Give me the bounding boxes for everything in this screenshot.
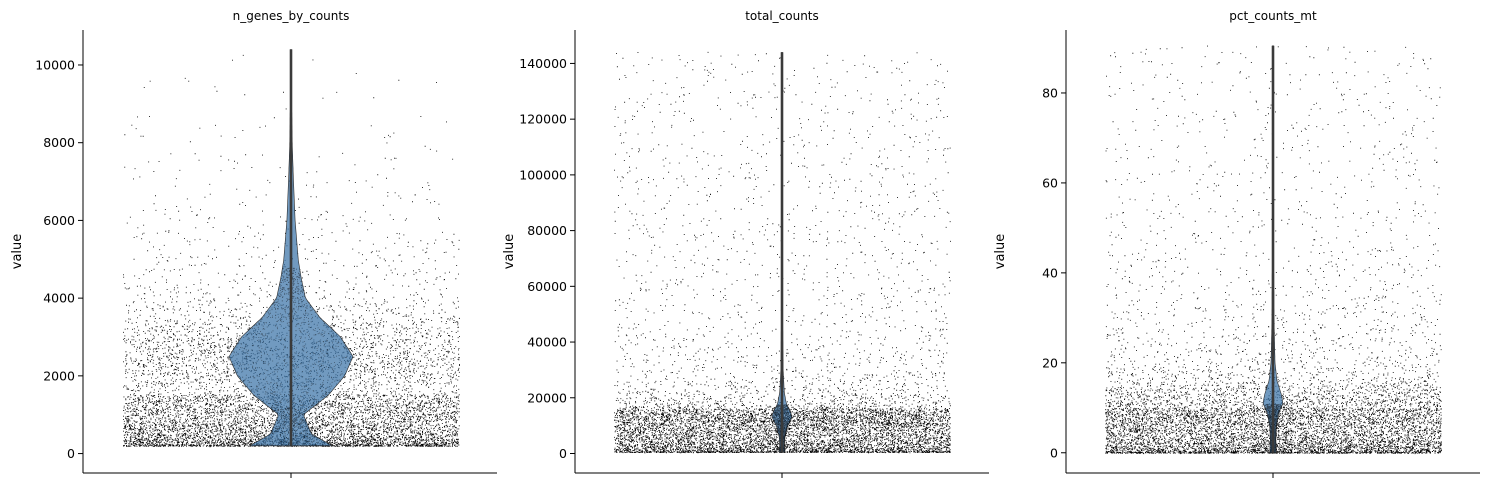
- y-tick-label: 60: [1042, 175, 1058, 190]
- y-tick-label: 100000: [519, 167, 567, 182]
- y-axis-label: value: [502, 234, 517, 270]
- y-tick-label: 0: [1050, 445, 1058, 460]
- scatter-points: [123, 54, 460, 448]
- data-points: [1105, 45, 1442, 455]
- y-tick-label: 6000: [43, 213, 75, 228]
- y-tick-label: 60000: [527, 279, 567, 294]
- y-tick-label: 20000: [527, 390, 567, 405]
- y-tick-label: 8000: [43, 135, 75, 150]
- y-tick-label: 0: [67, 446, 75, 461]
- y-tick-label: 80: [1042, 85, 1058, 100]
- y-tick-label: 2000: [43, 368, 75, 383]
- y-tick-label: 10000: [35, 57, 75, 72]
- y-tick-label: 120000: [519, 112, 567, 127]
- y-tick-label: 140000: [519, 56, 567, 71]
- panel-title: total_counts: [745, 9, 819, 23]
- data-points: [123, 54, 460, 448]
- y-tick-label: 4000: [43, 291, 75, 306]
- y-tick-label: 0: [559, 446, 567, 461]
- y-tick-label: 20: [1042, 355, 1058, 370]
- panel-title: n_genes_by_counts: [233, 9, 350, 23]
- y-tick-label: 40: [1042, 265, 1058, 280]
- y-tick-label: 80000: [527, 223, 567, 238]
- y-tick-label: 40000: [527, 335, 567, 350]
- scatter-points: [1105, 45, 1442, 455]
- y-axis-label: value: [10, 234, 25, 270]
- panel-title: pct_counts_mt: [1229, 9, 1317, 23]
- y-axis-label: value: [993, 234, 1008, 270]
